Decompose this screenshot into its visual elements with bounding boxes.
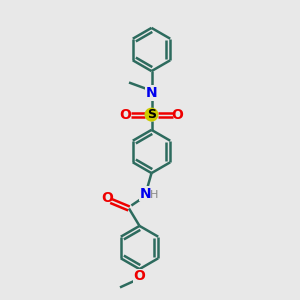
Text: O: O xyxy=(172,108,184,122)
Text: N: N xyxy=(146,86,157,100)
Circle shape xyxy=(145,108,158,121)
Text: O: O xyxy=(101,191,113,205)
Text: O: O xyxy=(119,108,131,122)
Text: S: S xyxy=(147,108,156,121)
Text: O: O xyxy=(134,269,146,283)
Text: N: N xyxy=(140,187,151,200)
Text: H: H xyxy=(150,190,158,200)
